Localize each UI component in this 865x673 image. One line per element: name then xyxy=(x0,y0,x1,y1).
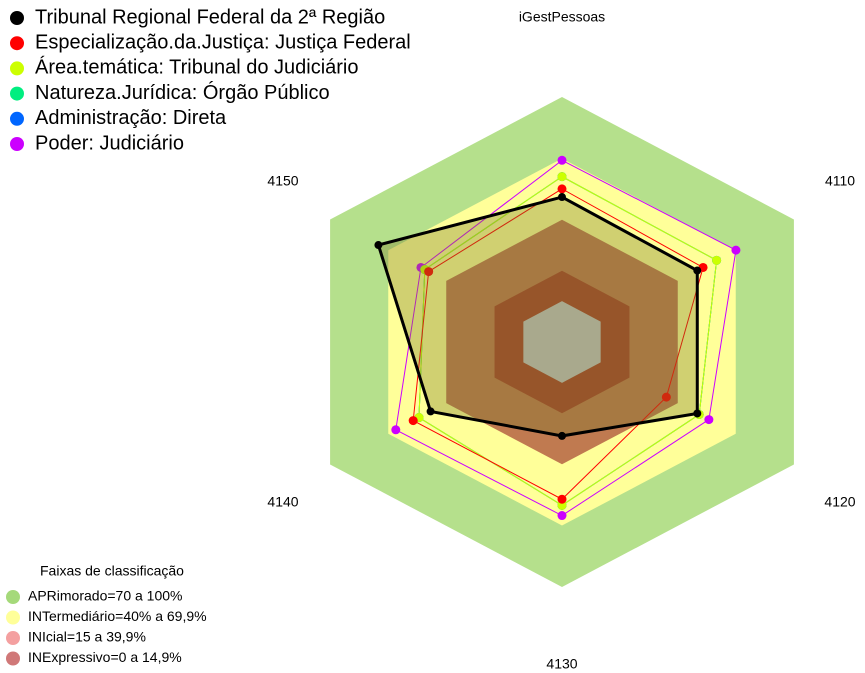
legend-marker xyxy=(10,111,24,126)
axis-label: iGestPessoas xyxy=(519,9,605,25)
series-point xyxy=(391,425,401,435)
band-legend-label: INExpressivo=0 a 14,9% xyxy=(28,649,182,665)
axis-label: 4150 xyxy=(267,173,298,189)
series-point xyxy=(712,255,722,265)
band-legend-marker xyxy=(6,610,20,625)
series-point xyxy=(408,416,418,426)
band-legend-label: INIcial=15 a 39,9% xyxy=(28,629,146,645)
band-legend-marker xyxy=(6,651,20,666)
band-center xyxy=(523,301,601,383)
legend-marker xyxy=(10,11,24,25)
bands-title: Faixas de classificação xyxy=(40,563,184,579)
legend-label: Área.temática: Tribunal do Judiciário xyxy=(35,56,359,79)
band-legend-label: INTermediário=40% a 69,9% xyxy=(28,608,207,624)
series-point xyxy=(557,511,567,521)
series-point xyxy=(693,266,702,275)
band-legend-marker xyxy=(6,590,20,604)
legend-marker xyxy=(10,61,24,76)
band-legend-label: APRimorado=70 a 100% xyxy=(28,588,183,604)
band-legend-marker xyxy=(6,631,20,645)
series-point xyxy=(557,155,567,165)
axis-label: 4140 xyxy=(267,494,298,510)
series-point xyxy=(424,267,434,277)
legend-label: Poder: Judiciário xyxy=(35,132,184,154)
axis-label: 4130 xyxy=(546,656,577,672)
series-point xyxy=(557,172,567,182)
axis-label: 4110 xyxy=(825,173,855,189)
series-point xyxy=(557,184,567,194)
legend-label: Especialização.da.Justiça: Justiça Feder… xyxy=(35,31,411,53)
axis-label: 4120 xyxy=(824,494,855,510)
legend-marker xyxy=(10,86,24,101)
series-point xyxy=(704,415,714,425)
legend-label: Tribunal Regional Federal da 2ª Região xyxy=(35,6,385,28)
legend-marker xyxy=(10,137,24,151)
series-point xyxy=(693,409,702,418)
legend-label: Administração: Direta xyxy=(35,107,227,129)
legend-marker xyxy=(10,36,24,51)
series-point xyxy=(661,392,671,402)
series-point xyxy=(557,494,567,504)
series-point xyxy=(558,193,566,202)
legend-label: Natureza.Jurídica: Órgão Público xyxy=(35,81,330,104)
series-point xyxy=(731,245,741,255)
series-point xyxy=(558,431,566,440)
series-point xyxy=(374,241,383,250)
series-point xyxy=(426,407,435,416)
